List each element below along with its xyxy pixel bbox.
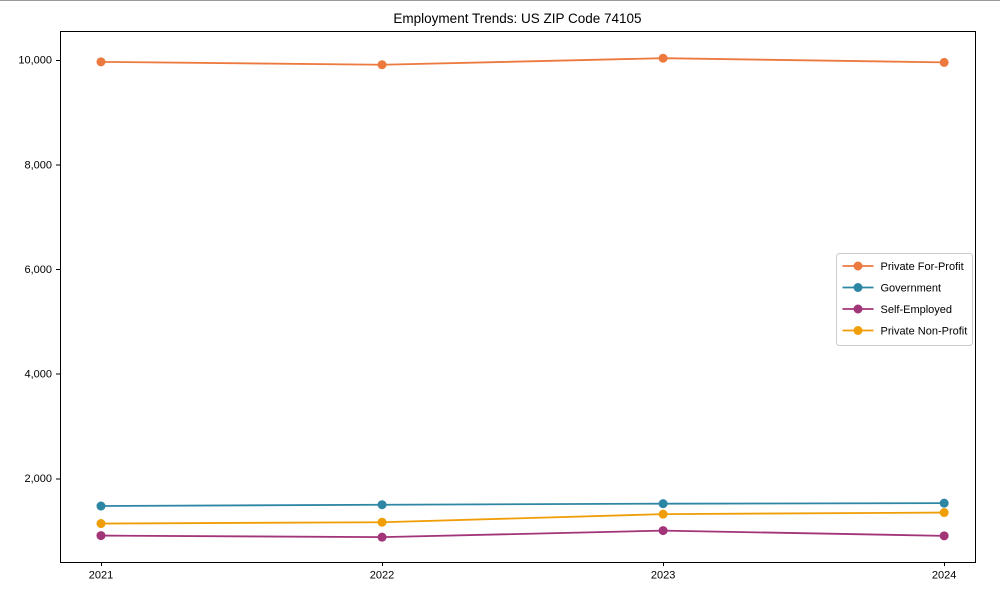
data-point-marker (939, 531, 949, 541)
y-axis-tick-label: 6,000 (24, 264, 52, 276)
legend-swatch-marker (853, 283, 863, 292)
legend-swatch-marker (853, 304, 863, 314)
data-point-marker (939, 57, 949, 67)
data-point-marker (939, 498, 949, 508)
series-line-self-employed (100, 529, 945, 539)
series-private-non-profit (96, 508, 949, 529)
legend-item-private-non-profit: Private Non-Profit (842, 326, 968, 338)
x-axis: 2021 2022 2023 2024 (89, 562, 956, 582)
x-axis-tick-label: 2022 (370, 570, 394, 582)
legend-frame (836, 253, 973, 346)
legend-item-government: Government (842, 283, 942, 295)
x-axis-tick-label: 2021 (89, 570, 113, 582)
data-point-marker (377, 517, 387, 527)
data-point-marker (939, 508, 949, 518)
legend: Private For-Profit Government Self-Employe… (836, 253, 973, 346)
series-private-for-profit (96, 53, 949, 70)
data-point-marker (377, 500, 387, 510)
y-axis-tick-label: 8,000 (24, 159, 52, 171)
data-point-marker (658, 53, 668, 63)
x-axis-tick-label: 2023 (651, 570, 675, 582)
x-axis-tick-label: 2024 (932, 570, 956, 582)
series-government (96, 498, 949, 511)
legend-item-label: Government (881, 283, 942, 295)
legend-swatch-marker (853, 261, 863, 271)
y-axis: 2,000 4,000 6,000 8,000 10,000 (18, 55, 60, 485)
y-axis-tick-label: 2,000 (24, 473, 52, 485)
legend-item-label: Self-Employed (881, 304, 953, 316)
data-point-marker (96, 501, 106, 511)
legend-item-self-employed: Self-Employed (842, 304, 953, 316)
chart-title: Employment Trends: US ZIP Code 74105 (393, 11, 641, 26)
plot-area (60, 31, 976, 563)
legend-item-private-for-profit: Private For-Profit (842, 261, 964, 273)
series-line-private-non-profit (100, 511, 945, 525)
data-point-marker (96, 519, 106, 529)
data-point-marker (377, 532, 387, 542)
y-axis-tick-label: 4,000 (24, 369, 52, 381)
y-axis-tick-label: 10,000 (18, 55, 52, 67)
data-point-marker (658, 499, 668, 509)
data-point-marker (96, 531, 106, 541)
series-self-employed (96, 526, 949, 542)
data-point-marker (658, 526, 668, 536)
legend-item-label: Private Non-Profit (881, 326, 968, 338)
legend-item-label: Private For-Profit (881, 261, 964, 273)
series-line-government (100, 502, 945, 507)
window-top-edge (0, 0, 1000, 1)
data-point-marker (658, 509, 668, 519)
data-point-marker (96, 57, 106, 67)
series-line-private-for-profit (100, 57, 945, 66)
legend-swatch-marker (853, 326, 863, 335)
data-point-marker (377, 60, 387, 70)
